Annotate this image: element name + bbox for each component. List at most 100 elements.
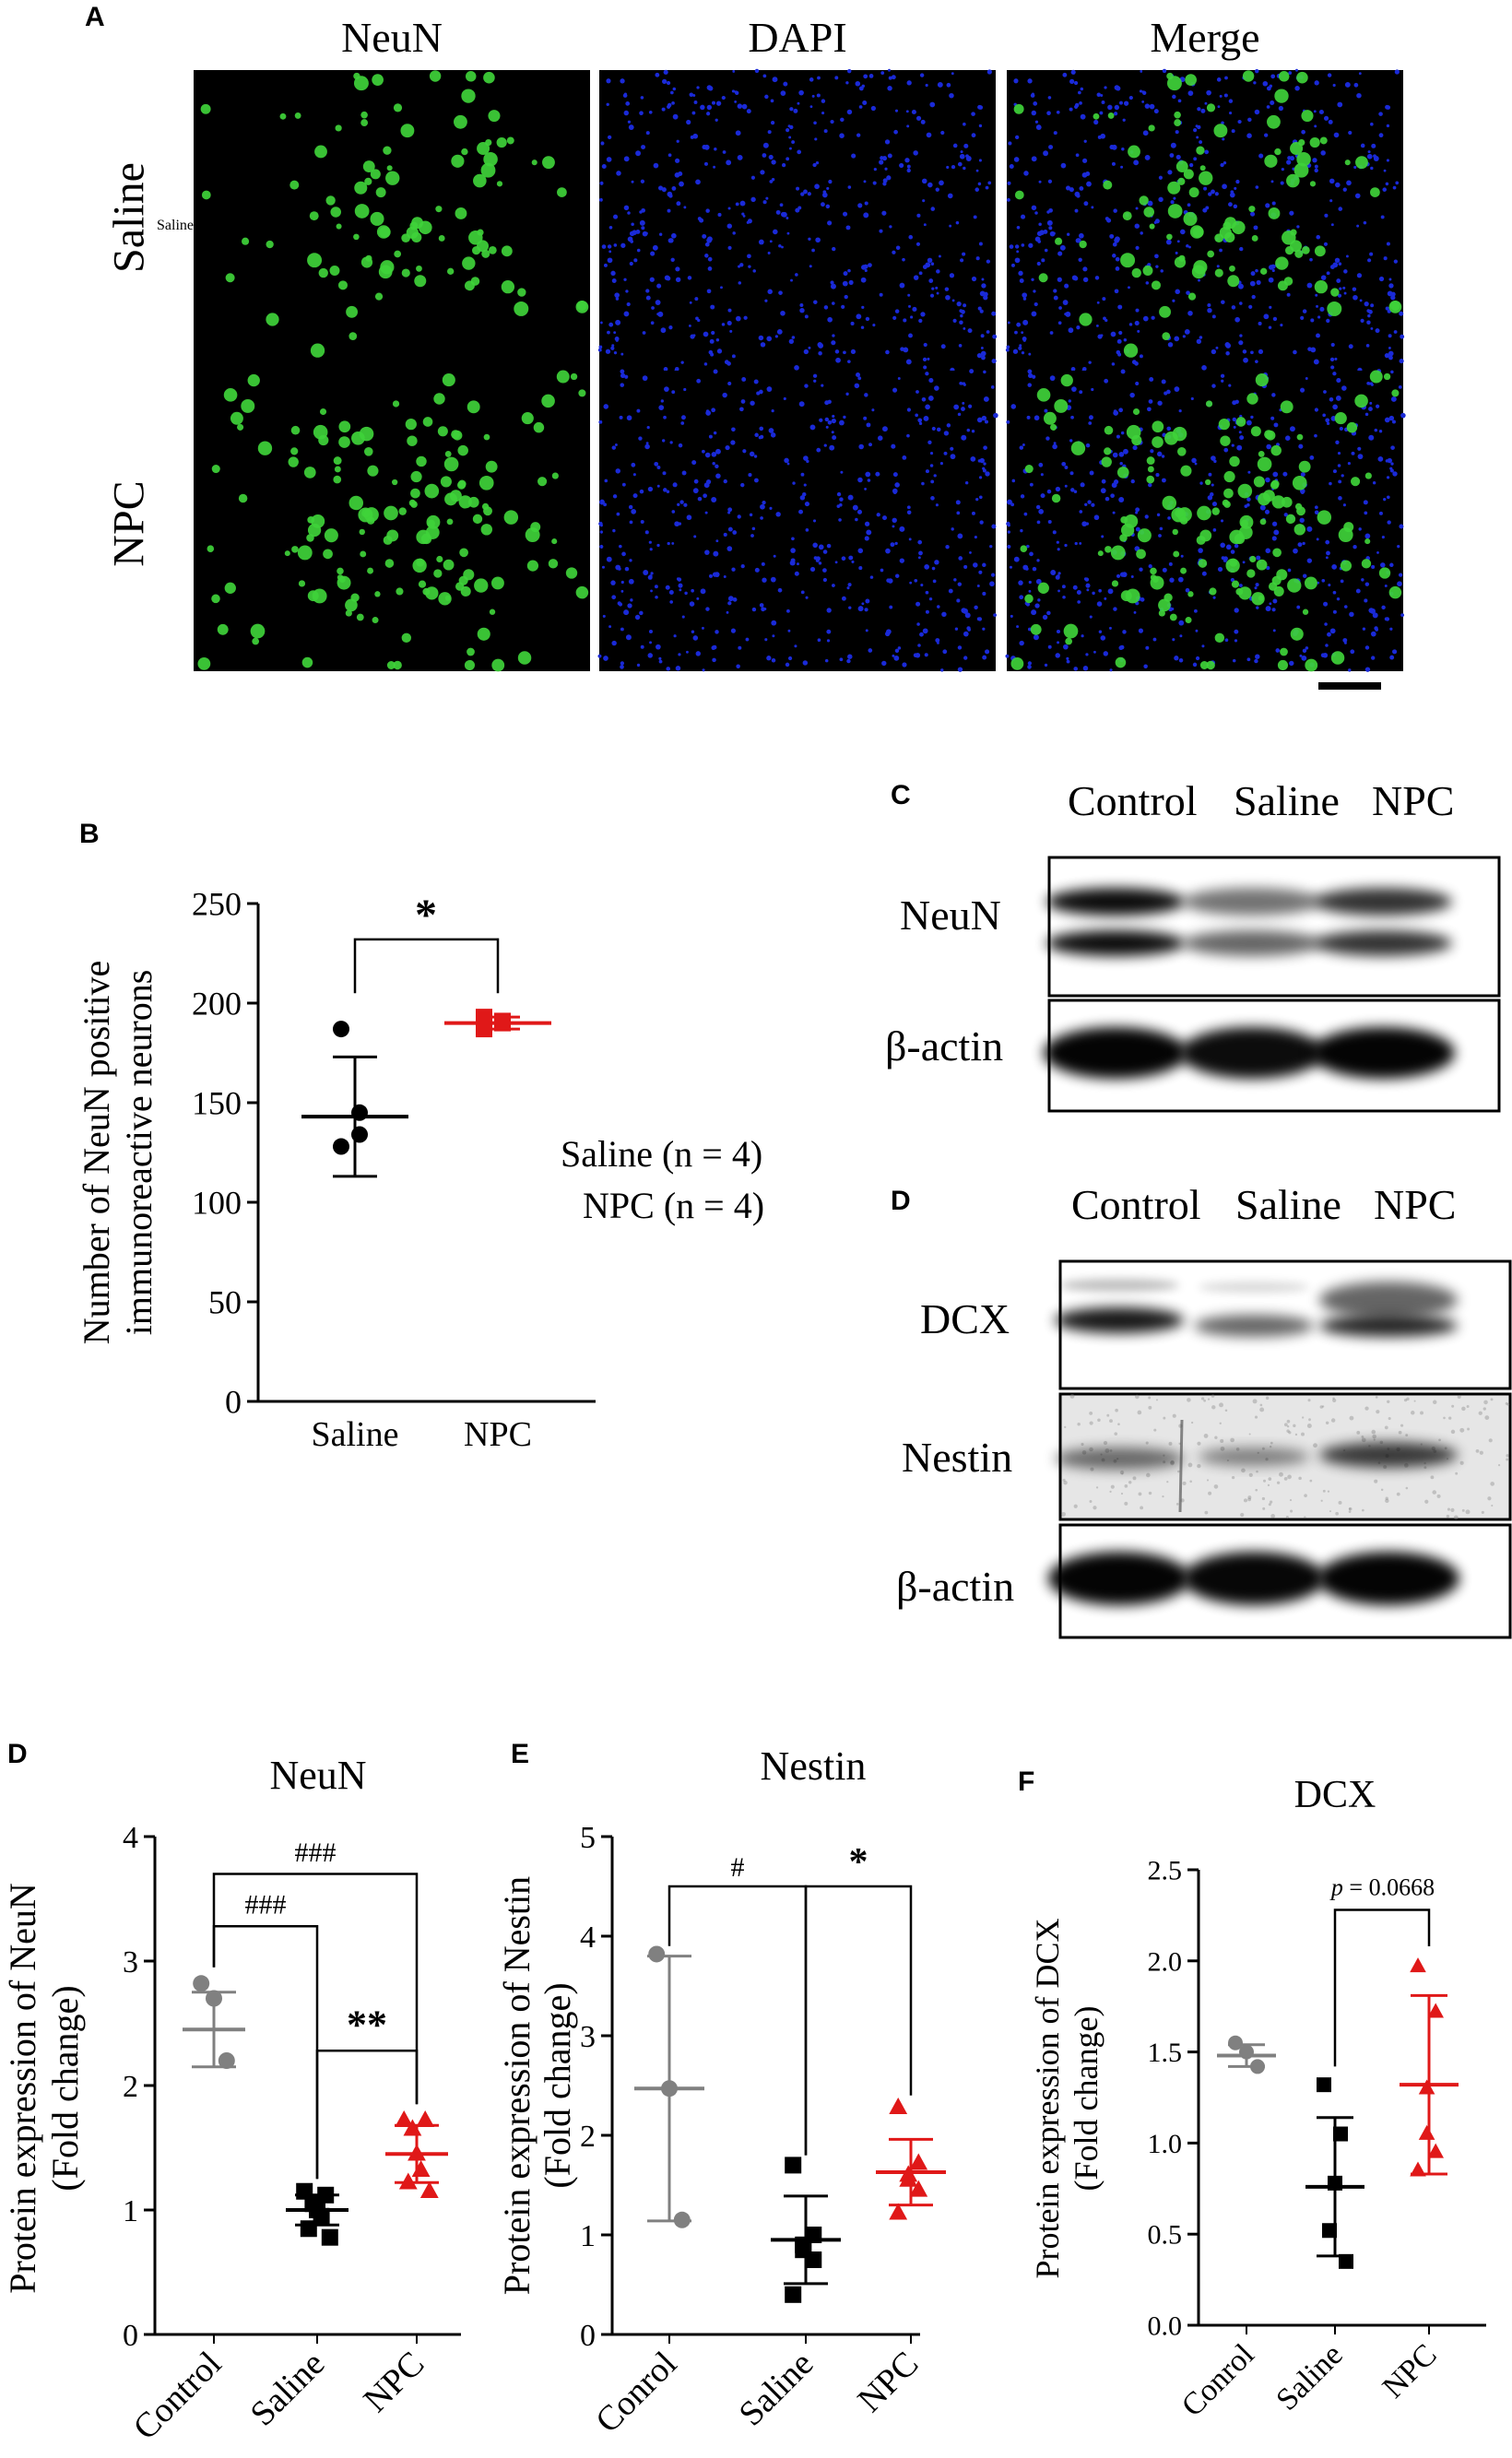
dapi-nucleus xyxy=(816,93,821,98)
dapi-nucleus xyxy=(1184,328,1190,335)
blot-noise xyxy=(1207,1398,1211,1400)
dapi-nucleus xyxy=(611,278,617,283)
dapi-nucleus xyxy=(598,197,603,202)
blot-noise xyxy=(1259,1407,1265,1412)
dapi-nucleus xyxy=(1114,112,1118,116)
dapi-nucleus xyxy=(1272,471,1279,478)
neun-cell xyxy=(433,569,443,578)
dapi-nucleus xyxy=(655,595,658,599)
dapi-nucleus xyxy=(1399,359,1404,364)
blot-noise xyxy=(1372,1434,1376,1439)
dapi-nucleus xyxy=(1130,479,1135,484)
dapi-nucleus xyxy=(1063,644,1069,650)
dapi-nucleus xyxy=(894,648,900,654)
dapi-nucleus xyxy=(882,515,887,521)
dapi-nucleus xyxy=(760,516,763,520)
dapi-nucleus xyxy=(970,455,976,462)
dapi-nucleus xyxy=(1114,104,1120,111)
dapi-nucleus xyxy=(780,310,786,316)
dapi-nucleus xyxy=(920,312,926,317)
dapi-nucleus xyxy=(876,513,880,517)
dapi-nucleus xyxy=(1092,591,1095,596)
dapi-nucleus xyxy=(1101,479,1106,484)
dapi-nucleus xyxy=(1135,381,1140,386)
dapi-nucleus xyxy=(1353,82,1359,88)
dapi-nucleus xyxy=(1364,598,1368,603)
dapi-nucleus xyxy=(678,443,683,448)
dapi-nucleus xyxy=(923,365,927,370)
dapi-nucleus xyxy=(715,539,719,543)
dapi-nucleus xyxy=(1129,392,1135,398)
blot-noise xyxy=(1191,1421,1194,1424)
dapi-nucleus xyxy=(841,556,846,561)
dapi-nucleus xyxy=(1073,667,1079,671)
dapi-nucleus xyxy=(1232,658,1236,663)
dapi-nucleus xyxy=(936,605,940,609)
dapi-nucleus xyxy=(785,662,790,668)
dapi-nucleus xyxy=(610,346,615,350)
dapi-nucleus xyxy=(863,212,869,219)
dapi-nucleus xyxy=(1324,622,1328,626)
dapi-nucleus xyxy=(1343,605,1348,609)
micrograph-grid xyxy=(194,68,1406,690)
dapi-nucleus xyxy=(976,417,983,423)
neun-cell xyxy=(1142,266,1153,277)
dapi-nucleus xyxy=(1010,404,1017,409)
dapi-nucleus xyxy=(1037,598,1041,602)
dapi-nucleus xyxy=(691,111,696,115)
dapi-nucleus xyxy=(1120,369,1126,374)
dapi-nucleus xyxy=(1079,510,1083,514)
dapi-nucleus xyxy=(1229,111,1233,115)
dapi-nucleus xyxy=(1167,170,1173,175)
dapi-nucleus xyxy=(1056,629,1061,634)
dapi-nucleus xyxy=(1263,133,1269,137)
dapi-nucleus xyxy=(651,306,655,310)
data-point xyxy=(1418,2124,1435,2140)
dapi-nucleus xyxy=(721,95,726,100)
dapi-nucleus xyxy=(857,548,864,554)
dapi-nucleus xyxy=(838,518,842,522)
dapi-nucleus xyxy=(1056,110,1060,114)
dapi-nucleus xyxy=(927,182,933,188)
neun-cell xyxy=(1260,267,1268,276)
dapi-nucleus xyxy=(839,133,845,138)
dapi-nucleus xyxy=(1021,243,1025,247)
blot-noise xyxy=(1423,1462,1426,1465)
dapi-nucleus xyxy=(633,258,638,263)
dapi-nucleus xyxy=(1352,287,1357,291)
dapi-nucleus xyxy=(647,653,654,658)
dapi-nucleus xyxy=(864,536,869,541)
blot-noise xyxy=(1288,1431,1292,1435)
dapi-nucleus xyxy=(650,321,655,325)
dapi-nucleus xyxy=(1302,573,1307,578)
dapi-nucleus xyxy=(1085,583,1091,588)
neun-cell xyxy=(457,479,467,489)
dapi-nucleus xyxy=(1088,360,1092,364)
dapi-nucleus xyxy=(1070,488,1075,492)
dapi-nucleus xyxy=(607,244,612,249)
dapi-nucleus xyxy=(1339,426,1343,431)
dapi-nucleus xyxy=(959,153,965,160)
blot-noise xyxy=(1455,1471,1459,1475)
dapi-nucleus xyxy=(1112,452,1118,458)
dapi-nucleus xyxy=(913,653,918,658)
blot-noise xyxy=(1219,1402,1223,1408)
blot-noise xyxy=(1137,1410,1142,1415)
blot-noise xyxy=(1405,1434,1409,1437)
dapi-nucleus xyxy=(1160,269,1164,273)
panel-d-blot-letter: D xyxy=(891,1186,911,1216)
dapi-nucleus xyxy=(1014,330,1018,335)
neun-cell xyxy=(501,245,513,257)
blot-noise xyxy=(1148,1396,1152,1400)
dapi-nucleus xyxy=(704,550,710,555)
dapi-nucleus xyxy=(982,562,986,568)
dapi-nucleus xyxy=(1233,204,1238,209)
blot-noise xyxy=(1257,1451,1259,1454)
neun-cell xyxy=(461,89,476,103)
dapi-nucleus xyxy=(799,303,804,308)
neun-cell xyxy=(478,475,494,490)
dapi-nucleus xyxy=(1079,186,1084,191)
blot-noise xyxy=(1506,1454,1509,1458)
dapi-nucleus xyxy=(606,157,612,162)
dapi-nucleus xyxy=(1052,530,1057,535)
